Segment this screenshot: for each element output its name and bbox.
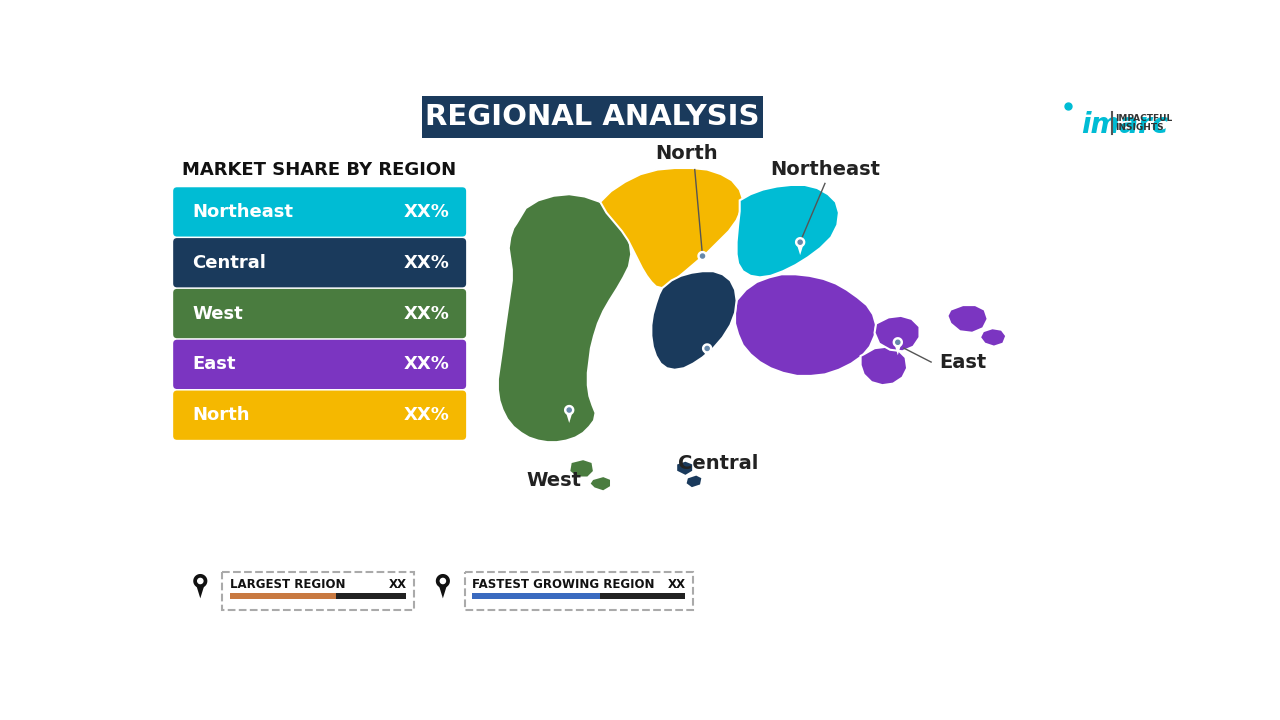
Polygon shape [570,459,594,477]
Polygon shape [735,274,876,376]
Polygon shape [796,243,804,255]
Polygon shape [589,476,611,492]
Text: West: West [526,472,581,490]
Polygon shape [860,346,908,385]
Polygon shape [566,411,573,423]
Bar [472,593,686,599]
Text: Northeast: Northeast [192,203,293,221]
FancyBboxPatch shape [173,390,466,440]
Text: Northeast: Northeast [771,160,879,179]
Polygon shape [874,316,919,351]
Text: imarc: imarc [1080,111,1167,139]
Polygon shape [892,337,902,348]
FancyBboxPatch shape [173,187,466,237]
Text: XX%: XX% [404,253,449,271]
Polygon shape [564,405,575,415]
Bar [229,593,335,599]
Text: Central: Central [192,253,266,271]
Text: XX%: XX% [404,305,449,323]
Text: East: East [938,353,986,372]
Polygon shape [676,461,694,476]
Polygon shape [438,582,448,598]
Circle shape [440,578,445,584]
Polygon shape [196,582,205,598]
Text: MARKET SHARE BY REGION: MARKET SHARE BY REGION [182,161,456,179]
FancyBboxPatch shape [173,340,466,389]
Polygon shape [980,328,1006,346]
Text: XX%: XX% [404,406,449,424]
Bar [472,593,600,599]
Circle shape [567,408,571,412]
FancyBboxPatch shape [422,96,763,138]
Polygon shape [498,194,631,442]
Polygon shape [795,237,805,248]
Circle shape [799,240,803,244]
Text: XX%: XX% [404,203,449,221]
Text: XX%: XX% [404,356,449,374]
Text: XX: XX [388,578,407,591]
Text: FASTEST GROWING REGION: FASTEST GROWING REGION [472,578,655,591]
Text: Central: Central [678,454,758,474]
Polygon shape [947,305,988,333]
FancyBboxPatch shape [221,572,415,610]
Polygon shape [698,251,708,261]
Text: West: West [192,305,243,323]
Polygon shape [686,474,703,488]
Circle shape [896,341,900,344]
Polygon shape [652,271,736,370]
Polygon shape [701,343,713,354]
Text: XX: XX [667,578,686,591]
Polygon shape [600,168,742,288]
Polygon shape [895,343,901,355]
Polygon shape [736,185,838,277]
FancyBboxPatch shape [173,289,466,338]
Text: IMPACTFUL: IMPACTFUL [1116,114,1172,123]
Polygon shape [435,574,451,588]
FancyBboxPatch shape [465,572,694,610]
Circle shape [705,346,709,351]
FancyBboxPatch shape [173,238,466,287]
Polygon shape [699,257,707,269]
Text: REGIONAL ANALYSIS: REGIONAL ANALYSIS [425,103,760,131]
Polygon shape [193,574,207,588]
Bar [229,593,407,599]
Text: North: North [192,406,250,424]
Circle shape [197,578,204,584]
Text: East: East [192,356,236,374]
Text: LARGEST REGION: LARGEST REGION [229,578,346,591]
Text: INSIGHTS: INSIGHTS [1116,123,1165,132]
Text: North: North [655,145,718,163]
Circle shape [700,254,704,258]
Polygon shape [704,349,710,361]
